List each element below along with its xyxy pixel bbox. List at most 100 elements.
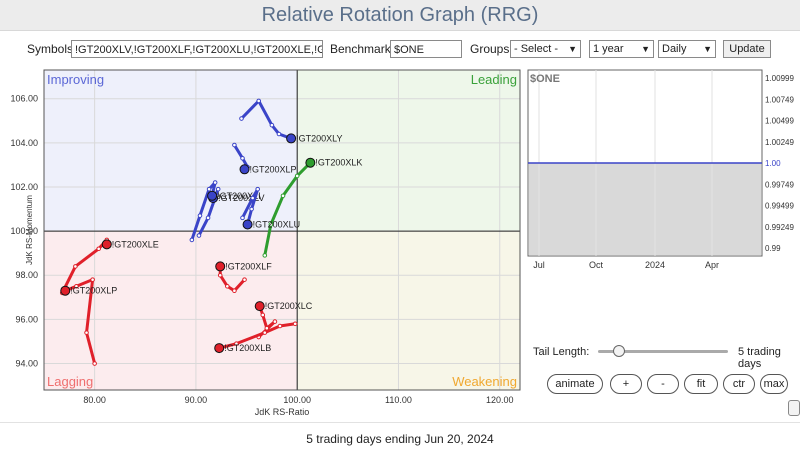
benchmark-label: Benchmark: xyxy=(330,42,395,56)
groups-select[interactable]: - Select - ▼ xyxy=(510,40,581,58)
period-select-value: 1 year xyxy=(593,43,624,55)
benchmark-y-tick: 1.00499 xyxy=(765,117,794,126)
footer-divider xyxy=(0,422,800,423)
tail-point xyxy=(240,155,245,161)
x-tick-label: 100.00 xyxy=(283,395,311,405)
chevron-down-icon: ▼ xyxy=(703,44,712,54)
tail-point xyxy=(294,173,300,179)
quadrant-label-weakening: Weakening xyxy=(452,374,517,389)
tail-point xyxy=(212,180,218,185)
series-label: !GT200XLC xyxy=(265,301,313,311)
chevron-down-icon: ▼ xyxy=(641,44,650,54)
head-point xyxy=(207,190,218,201)
tail-point xyxy=(196,233,202,238)
head-point xyxy=(239,164,250,175)
benchmark-x-tick: 2024 xyxy=(645,260,665,270)
benchmark-x-tick: Oct xyxy=(589,260,604,270)
head-point xyxy=(286,133,297,144)
tail-point xyxy=(240,215,245,221)
x-tick-label: 120.00 xyxy=(486,395,514,405)
zoom-out-button[interactable]: - xyxy=(647,374,679,394)
tail-point xyxy=(92,361,97,366)
tail-point xyxy=(264,325,270,331)
fit-button[interactable]: fit xyxy=(684,374,718,394)
improving-quadrant xyxy=(44,70,298,232)
leading-quadrant xyxy=(297,70,520,232)
quadrant-label-lagging: Lagging xyxy=(47,374,93,389)
scrollbar-handle[interactable] xyxy=(788,400,800,416)
interval-select-value: Daily xyxy=(662,43,687,55)
tail-point xyxy=(197,213,203,218)
benchmark-y-tick: 1.00999 xyxy=(765,74,794,83)
benchmark-y-tick: 0.99749 xyxy=(765,180,794,189)
tail-point xyxy=(205,215,211,221)
tail-point xyxy=(96,246,101,252)
period-select[interactable]: 1 year ▼ xyxy=(589,40,654,58)
tail-point xyxy=(262,253,268,258)
tail-point xyxy=(280,193,286,199)
benchmark-y-tick: 1.00 xyxy=(765,159,781,168)
chevron-down-icon: ▼ xyxy=(568,44,577,54)
x-tick-label: 80.00 xyxy=(83,395,106,405)
tail-point xyxy=(242,277,247,282)
y-tick-label: 104.00 xyxy=(10,138,38,148)
series-label: !GT200XLP xyxy=(70,286,117,296)
quadrant-label-improving: Improving xyxy=(47,72,104,87)
y-tick-label: 106.00 xyxy=(10,94,38,104)
tail-point xyxy=(225,283,230,289)
series-label: !GT200XLV xyxy=(218,193,264,203)
animate-button[interactable]: animate xyxy=(547,374,603,394)
x-tick-label: 110.00 xyxy=(385,395,412,405)
benchmark-y-tick: 0.99499 xyxy=(765,202,794,211)
tail-length-label: Tail Length: xyxy=(533,346,590,358)
tail-point xyxy=(206,186,212,192)
tail-point xyxy=(268,222,274,227)
series-label: !GT200XLK xyxy=(315,158,362,168)
tail-point xyxy=(256,98,262,104)
head-point xyxy=(60,285,71,296)
tail-point xyxy=(249,206,254,212)
center-button[interactable]: ctr xyxy=(723,374,755,394)
benchmark-y-tick: 0.99 xyxy=(765,244,781,253)
footer-caption: 5 trading days ending Jun 20, 2024 xyxy=(306,432,494,446)
y-tick-label: 94.00 xyxy=(15,359,38,369)
x-tick-label: 90.00 xyxy=(185,395,208,405)
benchmark-y-tick: 1.00749 xyxy=(765,95,794,104)
max-button[interactable]: max xyxy=(760,374,788,394)
tail-length-slider-handle[interactable] xyxy=(613,345,625,357)
benchmark-y-tick: 0.99249 xyxy=(765,223,794,232)
benchmark-title: $ONE xyxy=(530,73,560,85)
series-label: !GT200XLP xyxy=(250,164,297,174)
zoom-in-button[interactable]: + xyxy=(610,374,642,394)
groups-label: Groups: xyxy=(470,42,513,56)
tail-point xyxy=(84,330,89,335)
head-point xyxy=(101,239,112,250)
symbols-input[interactable]: !GT200XLV,!GT200XLF,!GT200XLU,!GT200XLE,… xyxy=(71,40,323,58)
quadrant-label-leading: Leading xyxy=(471,72,517,87)
benchmark-input[interactable]: $ONE xyxy=(390,40,462,58)
tail-point xyxy=(189,237,195,243)
tail-point xyxy=(73,264,78,269)
series-label: !GT200XLB xyxy=(224,343,271,353)
tail-point xyxy=(232,142,237,148)
benchmark-x-tick: Jul xyxy=(533,260,545,270)
head-point xyxy=(215,261,226,272)
tail-point xyxy=(276,131,282,137)
head-point xyxy=(214,343,225,354)
tail-point xyxy=(74,283,79,289)
tail-length-slider-track[interactable] xyxy=(598,350,728,353)
series-label: !GT200XLU xyxy=(253,219,301,229)
tail-point xyxy=(255,186,260,192)
tail-point xyxy=(260,312,266,318)
rrg-chart[interactable]: Improving Leading Lagging Weakening 80.00 90.… xyxy=(0,60,800,420)
update-button[interactable]: Update xyxy=(723,40,771,58)
head-point xyxy=(305,157,316,168)
x-axis-label: JdK RS-Ratio xyxy=(255,407,310,417)
tail-point xyxy=(269,122,275,128)
series-label: !GT200XLF xyxy=(225,261,272,271)
benchmark-x-tick: Apr xyxy=(705,260,719,270)
interval-select[interactable]: Daily ▼ xyxy=(658,40,716,58)
y-axis-label: JdK RS-Momentum xyxy=(25,195,34,265)
benchmark-y-tick: 1.00249 xyxy=(765,138,794,147)
controls-bar: Symbols: !GT200XLV,!GT200XLF,!GT200XLU,!… xyxy=(0,40,800,62)
